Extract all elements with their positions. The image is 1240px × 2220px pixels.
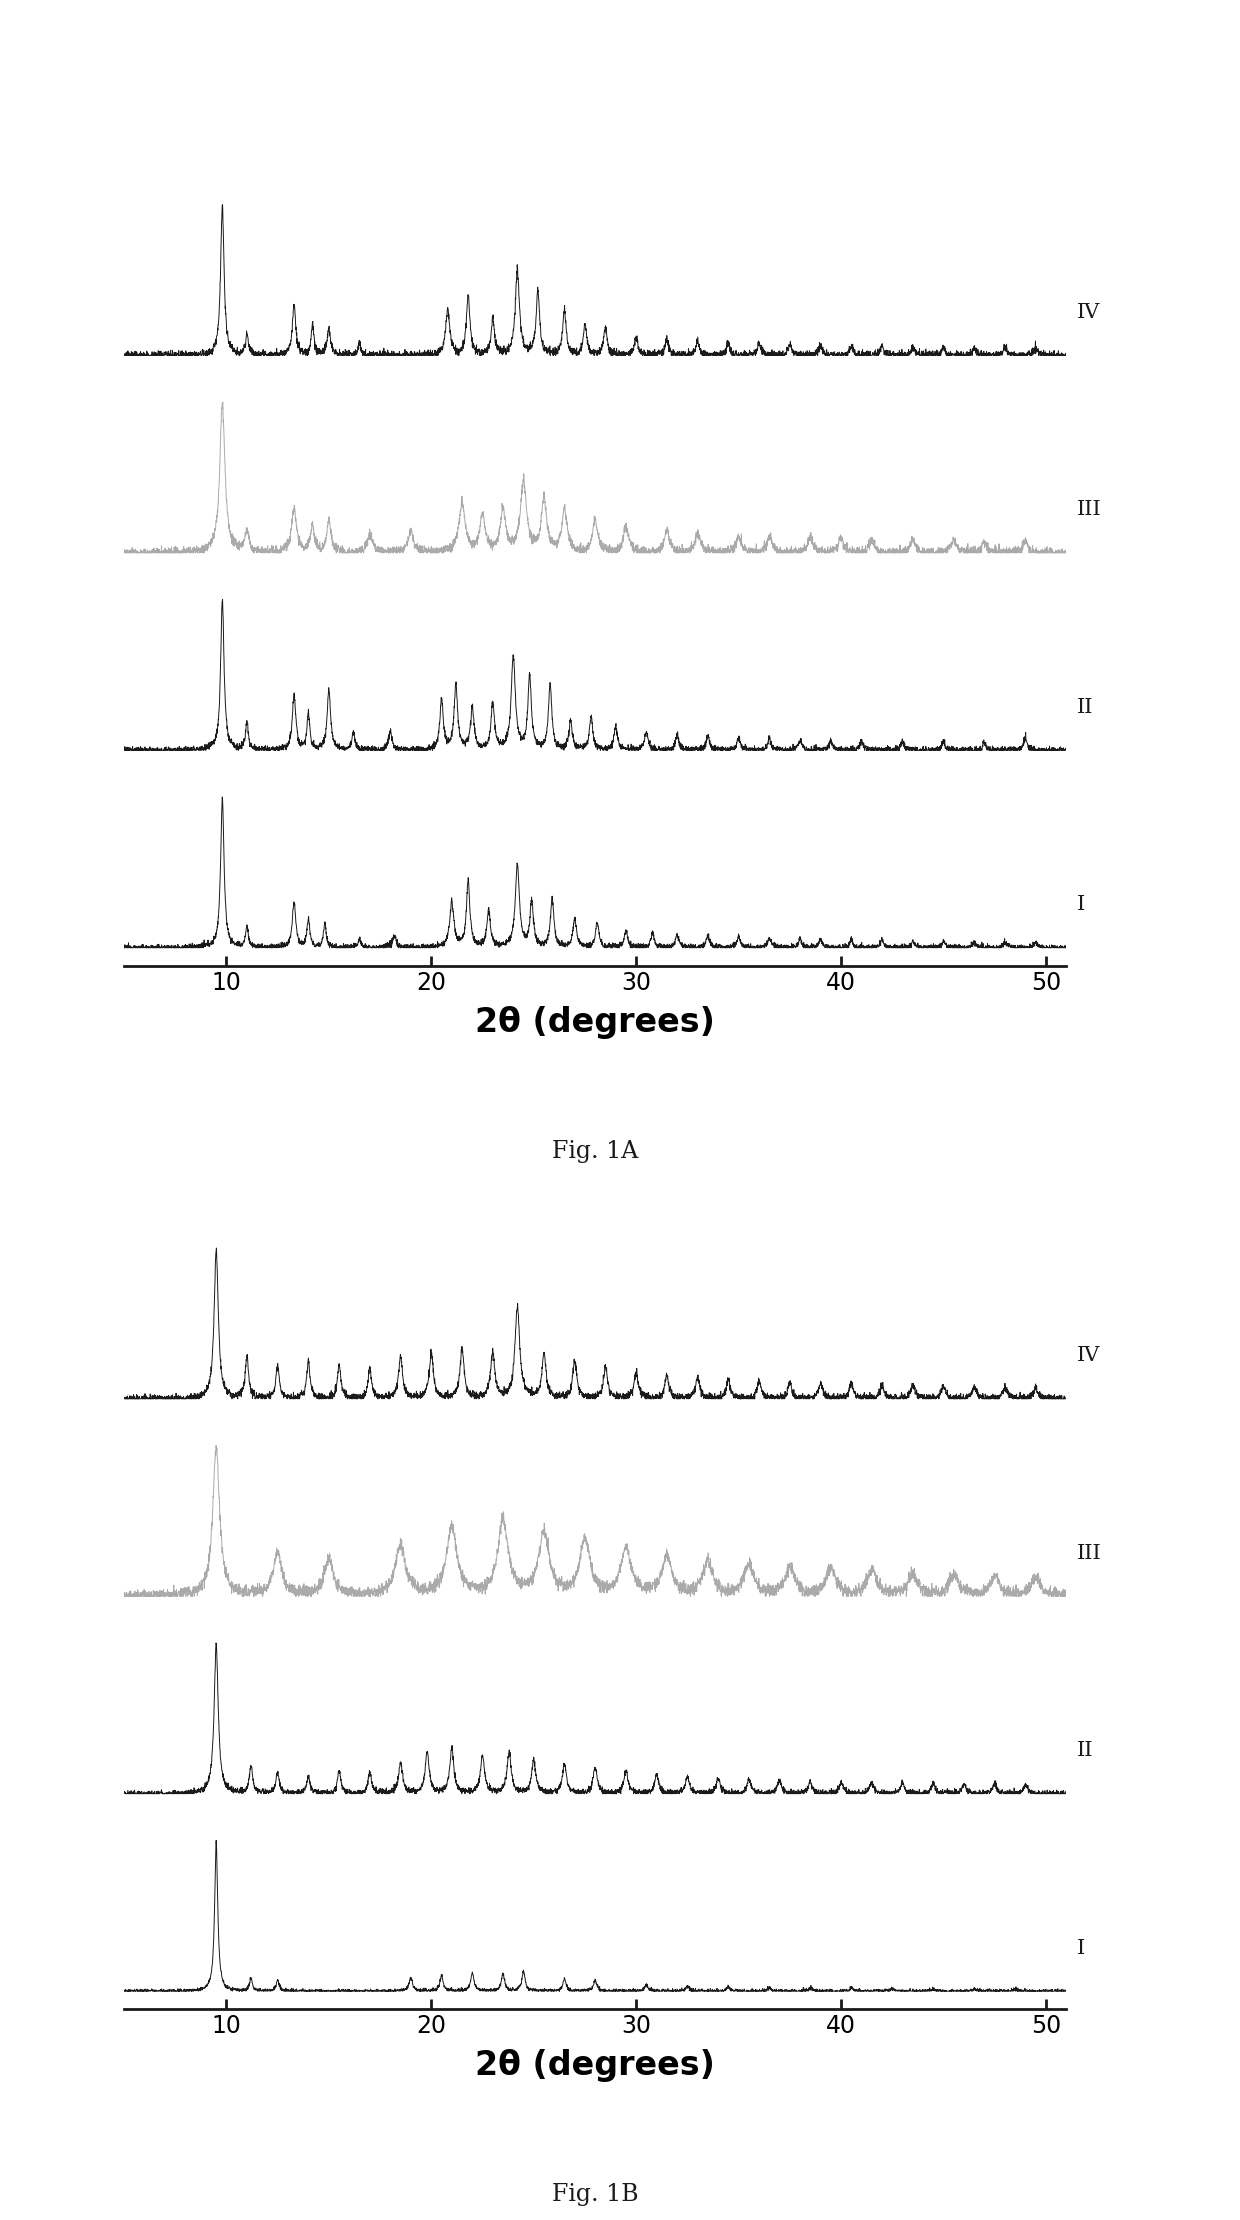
Text: IV: IV	[1076, 302, 1100, 322]
Text: III: III	[1076, 500, 1101, 519]
Text: Fig. 1B: Fig. 1B	[552, 2182, 639, 2207]
X-axis label: 2θ (degrees): 2θ (degrees)	[475, 1006, 715, 1039]
Text: III: III	[1076, 1543, 1101, 1563]
X-axis label: 2θ (degrees): 2θ (degrees)	[475, 2049, 715, 2082]
Text: Fig. 1A: Fig. 1A	[552, 1139, 639, 1163]
Text: IV: IV	[1076, 1345, 1100, 1365]
Text: I: I	[1076, 895, 1085, 915]
Text: II: II	[1076, 1740, 1094, 1760]
Text: II: II	[1076, 697, 1094, 717]
Text: I: I	[1076, 1938, 1085, 1958]
